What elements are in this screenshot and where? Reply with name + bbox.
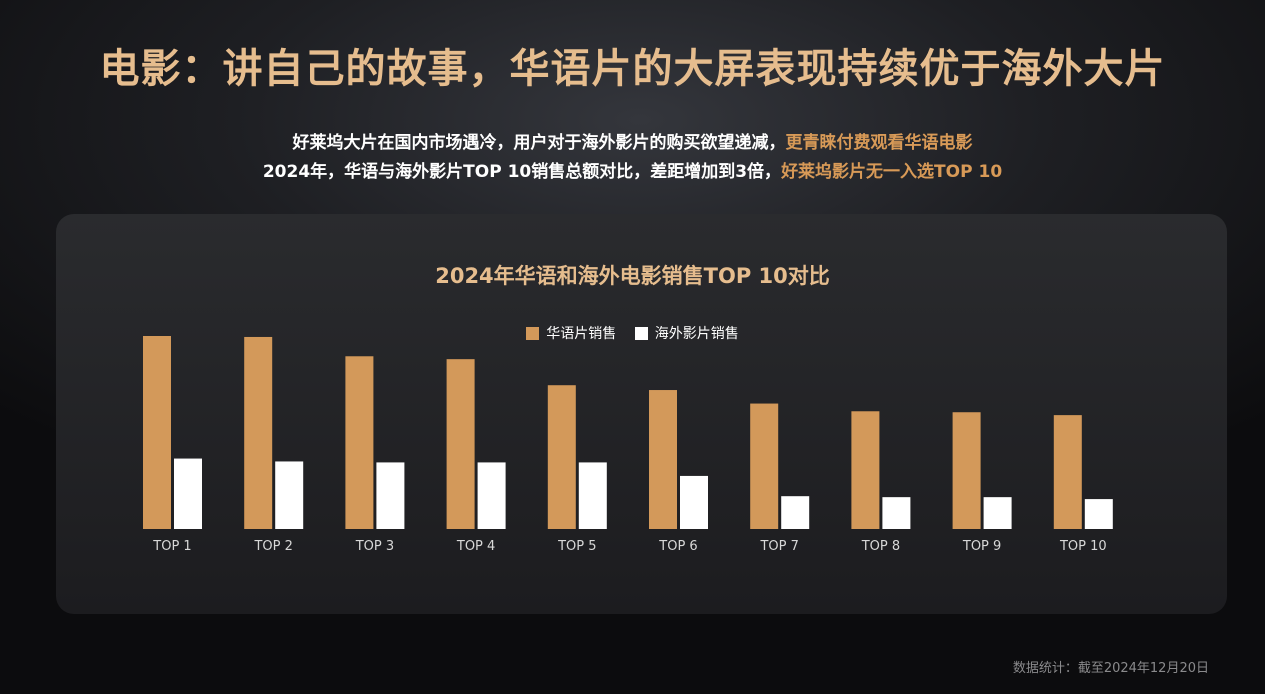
legend-item-chinese: 华语片销售: [526, 323, 616, 343]
bar-chinese-2: [244, 336, 273, 529]
bar-chinese-5: [547, 385, 576, 529]
bar-chinese-4: [446, 359, 475, 529]
legend-item-overseas: 海外影片销售: [634, 323, 739, 343]
x-tick-label: TOP 6: [658, 539, 697, 554]
chart-legend: 华语片销售 海外影片销售: [0, 323, 1265, 344]
x-tick-label: TOP 1: [152, 539, 191, 554]
x-tick-label: TOP 2: [253, 539, 292, 554]
bar-chinese-8: [851, 411, 880, 529]
subtitle-line-2-highlight: 好莱坞影片无一入选TOP 10: [781, 162, 1003, 182]
bar-overseas-5: [578, 462, 607, 529]
bar-overseas-1: [174, 458, 202, 529]
bar-overseas-8: [882, 497, 911, 529]
bar-overseas-6: [680, 475, 708, 529]
x-tick-label: TOP 8: [861, 539, 900, 554]
x-tick-label: TOP 7: [759, 539, 798, 554]
data-source-note: 数据统计：截至2024年12月20日: [1012, 661, 1209, 676]
subtitle-line-1: 好莱坞大片在国内市场遇冷，用户对于海外影片的购买欲望递减，更青睐付费观看华语电影: [0, 128, 1265, 153]
x-tick-label: TOP 9: [962, 539, 1001, 554]
page-headline: 电影：讲自己的故事，华语片的大屏表现持续优于海外大片: [99, 46, 1166, 92]
bar-overseas-4: [477, 462, 506, 529]
x-tick-label: TOP 5: [557, 539, 596, 554]
subtitle-line-2: 2024年，华语与海外影片TOP 10销售总额对比，差距增加到3倍，好莱坞影片无…: [0, 157, 1265, 182]
legend-label-overseas: 海外影片销售: [654, 326, 739, 342]
bar-overseas-3: [376, 462, 405, 529]
bar-chinese-10: [1053, 415, 1082, 529]
bar-overseas-2: [275, 461, 304, 529]
bar-overseas-7: [781, 496, 810, 529]
bar-chinese-3: [345, 356, 374, 529]
subtitle-line-1-highlight: 更青睐付费观看华语电影: [785, 133, 973, 153]
legend-swatch-chinese: [526, 326, 540, 340]
x-tick-label: TOP 3: [355, 539, 394, 554]
bar-overseas-10: [1084, 499, 1113, 529]
legend-label-chinese: 华语片销售: [546, 326, 617, 342]
bar-chinese-1: [143, 336, 171, 529]
bar-chinese-7: [750, 403, 779, 529]
subtitle-line-2-text: 2024年，华语与海外影片TOP 10销售总额对比，差距增加到3倍，: [262, 162, 782, 182]
bar-chinese-9: [952, 412, 981, 529]
legend-swatch-overseas: [634, 326, 648, 340]
x-tick-label: TOP 10: [1059, 539, 1107, 554]
chart-title: 2024年华语和海外电影销售TOP 10对比: [435, 264, 830, 288]
x-tick-label: TOP 4: [456, 539, 495, 554]
subtitle-line-1-text: 好莱坞大片在国内市场遇冷，用户对于海外影片的购买欲望递减，: [292, 133, 786, 153]
bar-chinese-6: [649, 390, 677, 529]
bar-overseas-9: [983, 497, 1012, 529]
